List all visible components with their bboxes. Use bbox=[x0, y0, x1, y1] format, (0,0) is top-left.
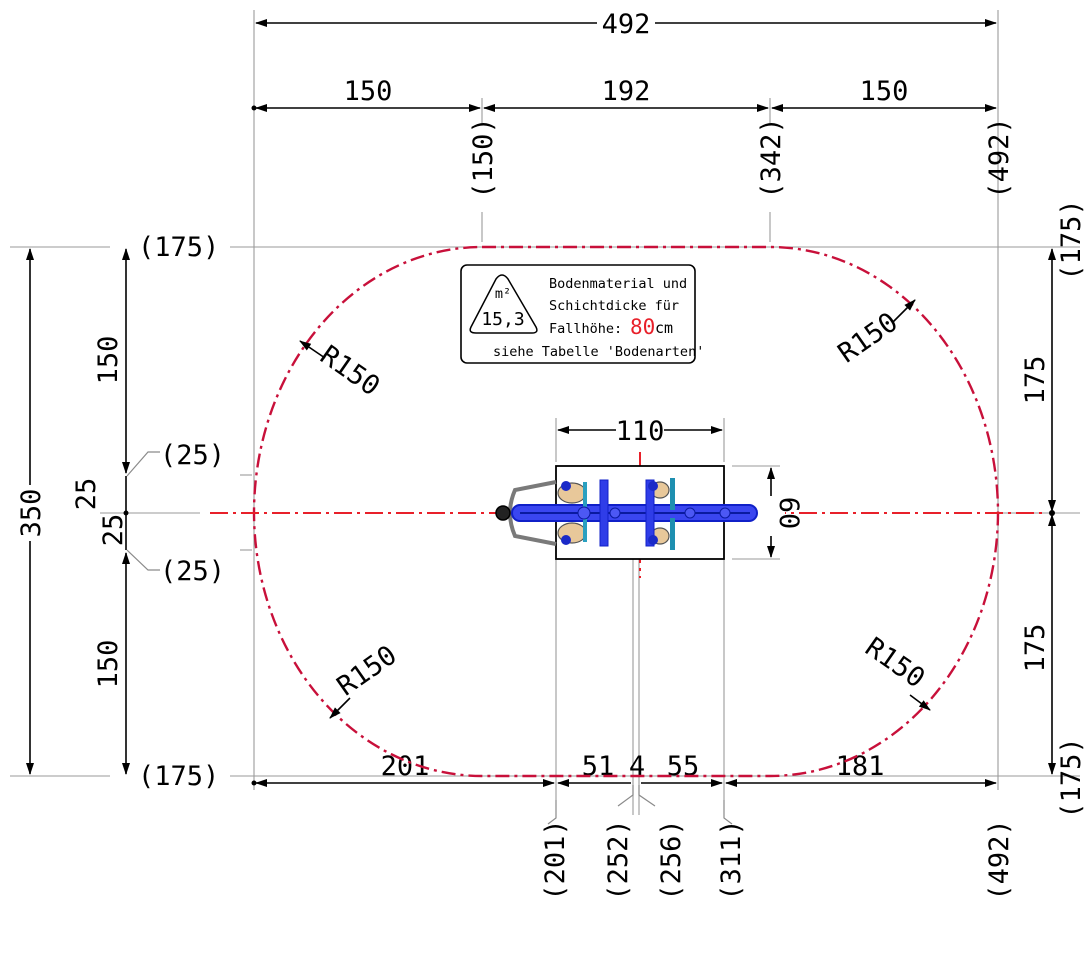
coord-top-342: (342) bbox=[756, 117, 787, 198]
radius-label-top-right: R150 bbox=[833, 307, 904, 370]
surface-info-box: m² 15,3 Bodenmaterial und Schichtdicke f… bbox=[460, 264, 704, 364]
dim-left-total: 350 bbox=[16, 489, 47, 538]
coord-top-150: (150) bbox=[468, 117, 499, 198]
dim-bottom-seg-2: 51 bbox=[582, 751, 615, 782]
dim-bottom-seg-4: 55 bbox=[667, 751, 700, 782]
coord-left-175-bottom: (175) bbox=[138, 761, 219, 792]
dim-device-width: 110 bbox=[616, 416, 665, 447]
dim-bottom-seg-5: 181 bbox=[836, 751, 885, 782]
dim-device-depth: 60 bbox=[773, 497, 804, 530]
coord-top-492: (492) bbox=[984, 117, 1015, 198]
safety-zone bbox=[252, 245, 1000, 778]
dim-left-seg-1: 150 bbox=[93, 336, 124, 385]
info-line-1: Bodenmaterial und bbox=[549, 276, 687, 292]
extension-lines bbox=[10, 10, 1080, 815]
dim-left-seg-4: 150 bbox=[93, 640, 124, 689]
dim-bottom-seg-3: 4 bbox=[629, 751, 645, 782]
area-unit: m² bbox=[495, 286, 511, 302]
coord-bottom-311: (311) bbox=[716, 819, 747, 900]
info-line-3-label: Fallhöhe: bbox=[549, 321, 622, 337]
right-dimensions: 175 175 (175) (175) bbox=[1020, 199, 1087, 818]
coord-left-175-top: (175) bbox=[138, 232, 219, 263]
bottom-dimensions: 201 51 4 55 181 (201) (252) (256) (311) … bbox=[255, 751, 1015, 901]
fall-height-unit: cm bbox=[655, 319, 673, 337]
reference-points bbox=[123, 105, 257, 786]
dim-left-seg-2: 25 bbox=[71, 478, 102, 511]
equipment-top-view bbox=[495, 465, 758, 560]
coord-left-25-bottom: (25) bbox=[160, 556, 225, 587]
coord-bottom-201: (201) bbox=[540, 819, 571, 900]
coord-right-175-bottom: (175) bbox=[1056, 737, 1087, 818]
dim-left-seg-3: 25 bbox=[98, 514, 129, 547]
area-value: 15,3 bbox=[481, 309, 524, 330]
dim-top-seg-2: 192 bbox=[602, 76, 651, 107]
coord-right-175-top: (175) bbox=[1056, 199, 1087, 280]
dim-top-seg-3: 150 bbox=[860, 76, 909, 107]
left-dimensions: 350 150 25 25 150 (175) (25) (25) (175) bbox=[14, 232, 225, 792]
radius-label-bottom-left: R150 bbox=[332, 640, 403, 703]
radius-label-bottom-right: R150 bbox=[859, 632, 930, 695]
dim-right-seg-2: 175 bbox=[1020, 624, 1051, 673]
coord-left-25-top: (25) bbox=[160, 440, 225, 471]
info-line-2: Schichtdicke für bbox=[549, 298, 679, 314]
coord-bottom-492: (492) bbox=[984, 819, 1015, 900]
radius-label-top-left: R150 bbox=[314, 340, 385, 403]
info-line-4: siehe Tabelle 'Bodenarten' bbox=[493, 344, 704, 360]
dim-right-seg-1: 175 bbox=[1020, 356, 1051, 405]
fall-height-value: 80 bbox=[630, 315, 655, 339]
top-dimensions: 492 150 192 150 (150) (342) (492) bbox=[255, 8, 1015, 199]
dim-top-seg-1: 150 bbox=[344, 76, 393, 107]
device-dimensions: 110 60 bbox=[557, 416, 804, 558]
coord-bottom-256: (256) bbox=[656, 819, 687, 900]
coord-bottom-252: (252) bbox=[603, 819, 634, 900]
dim-top-total: 492 bbox=[602, 9, 651, 40]
